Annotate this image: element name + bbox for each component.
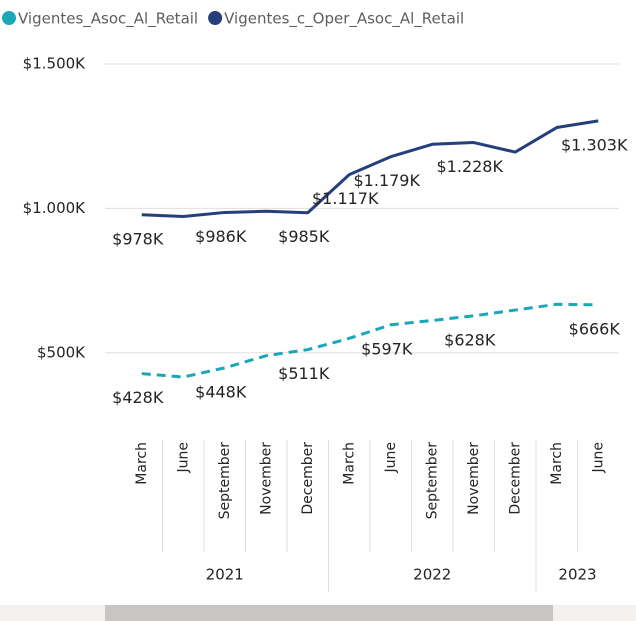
y-tick-label: $1.500K xyxy=(23,55,86,73)
legend-label: Vigentes_Asoc_Al_Retail xyxy=(18,10,198,29)
data-label: $986K xyxy=(195,227,247,246)
x-tick-label: September xyxy=(217,442,233,520)
data-label: $448K xyxy=(195,382,247,401)
scrollbar-thumb[interactable] xyxy=(105,605,553,621)
year-label: 2021 xyxy=(206,566,244,584)
data-label: $978K xyxy=(112,229,164,248)
x-tick-label: November xyxy=(466,442,482,515)
data-label: $1.228K xyxy=(437,157,504,176)
data-label: $666K xyxy=(569,319,621,338)
data-label: $1.303K xyxy=(561,135,628,154)
y-tick-label: $1.000K xyxy=(23,199,86,217)
x-tick-label: June xyxy=(383,442,399,474)
data-label: $1.117K xyxy=(312,189,379,208)
data-label: $428K xyxy=(112,388,164,407)
x-tick-label: June xyxy=(590,442,606,474)
series-line xyxy=(141,119,599,218)
legend-marker xyxy=(208,11,223,25)
legend-marker xyxy=(2,11,16,25)
x-tick-label: March xyxy=(341,442,357,485)
x-tick-label: March xyxy=(134,442,150,485)
data-label: $1.179K xyxy=(354,171,421,190)
data-label: $985K xyxy=(278,227,330,246)
legend-label: Vigentes_c_Oper_Asoc_Al_Retail xyxy=(224,10,464,29)
x-tick-label: November xyxy=(258,442,274,515)
data-label: $628K xyxy=(444,330,496,349)
data-label: $511K xyxy=(278,364,330,383)
year-label: 2022 xyxy=(413,566,451,584)
y-tick-label: $500K xyxy=(37,343,86,361)
series-line xyxy=(141,302,599,379)
data-label: $597K xyxy=(361,339,413,358)
year-label: 2023 xyxy=(558,566,596,584)
x-tick-label: March xyxy=(549,442,565,485)
x-tick-label: June xyxy=(175,442,191,474)
x-tick-label: December xyxy=(507,442,523,515)
x-tick-label: December xyxy=(300,442,316,515)
x-tick-label: September xyxy=(424,442,440,520)
